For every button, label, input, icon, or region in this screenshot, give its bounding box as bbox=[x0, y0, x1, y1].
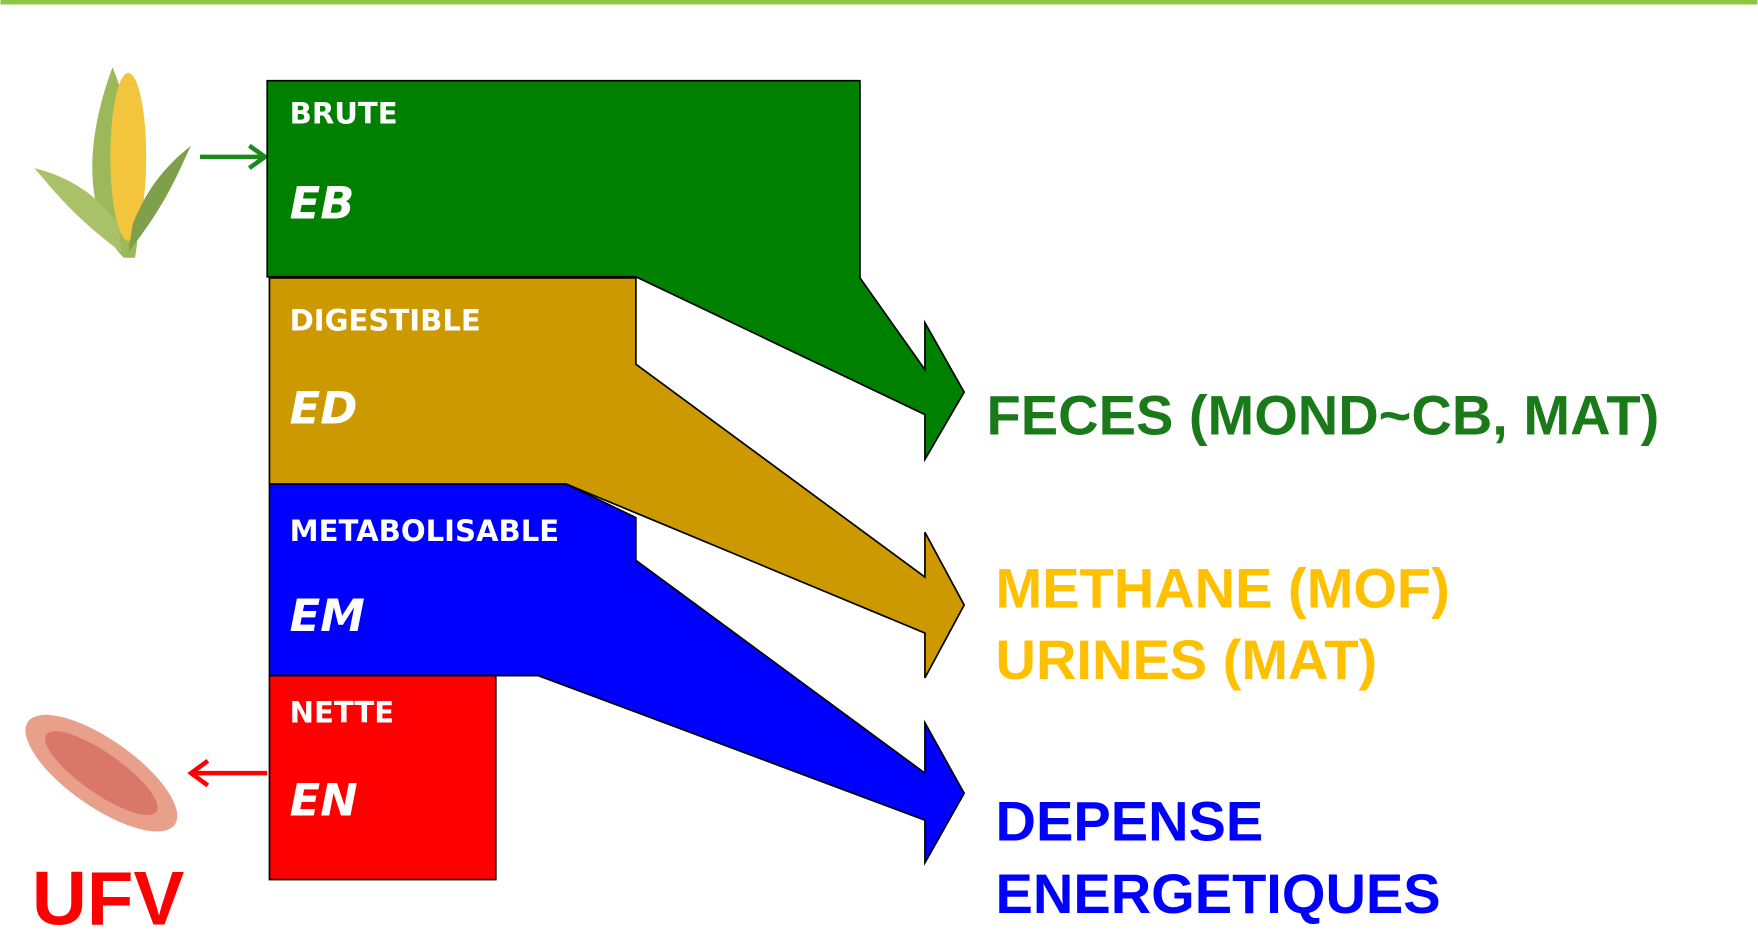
output-text: ENERGETIQUES bbox=[996, 862, 1441, 925]
block-abbr: EM bbox=[290, 589, 365, 642]
block-abbr: ED bbox=[290, 382, 358, 435]
output-text: METHANE (MOF) bbox=[996, 556, 1450, 619]
output-text: URINES (MAT) bbox=[996, 628, 1378, 691]
unit-label: UFV bbox=[32, 856, 185, 930]
block-abbr: EN bbox=[290, 774, 358, 827]
block-label: DIGESTIBLE bbox=[290, 304, 481, 338]
output-text: DEPENSE bbox=[996, 789, 1264, 852]
muscle-icon bbox=[9, 694, 194, 852]
top-rule bbox=[1, 0, 1758, 4]
block-abbr: EB bbox=[290, 176, 355, 229]
block-label: NETTE bbox=[290, 696, 395, 730]
corn-icon bbox=[34, 67, 191, 257]
block-label: METABOLISABLE bbox=[290, 514, 560, 548]
output-text: FECES (MOND~CB, MAT) bbox=[987, 384, 1660, 447]
energy-diagram: BRUTE EB DIGESTIBLE ED METABOLISABLE EM … bbox=[0, 0, 1758, 930]
block-label: BRUTE bbox=[290, 96, 398, 130]
